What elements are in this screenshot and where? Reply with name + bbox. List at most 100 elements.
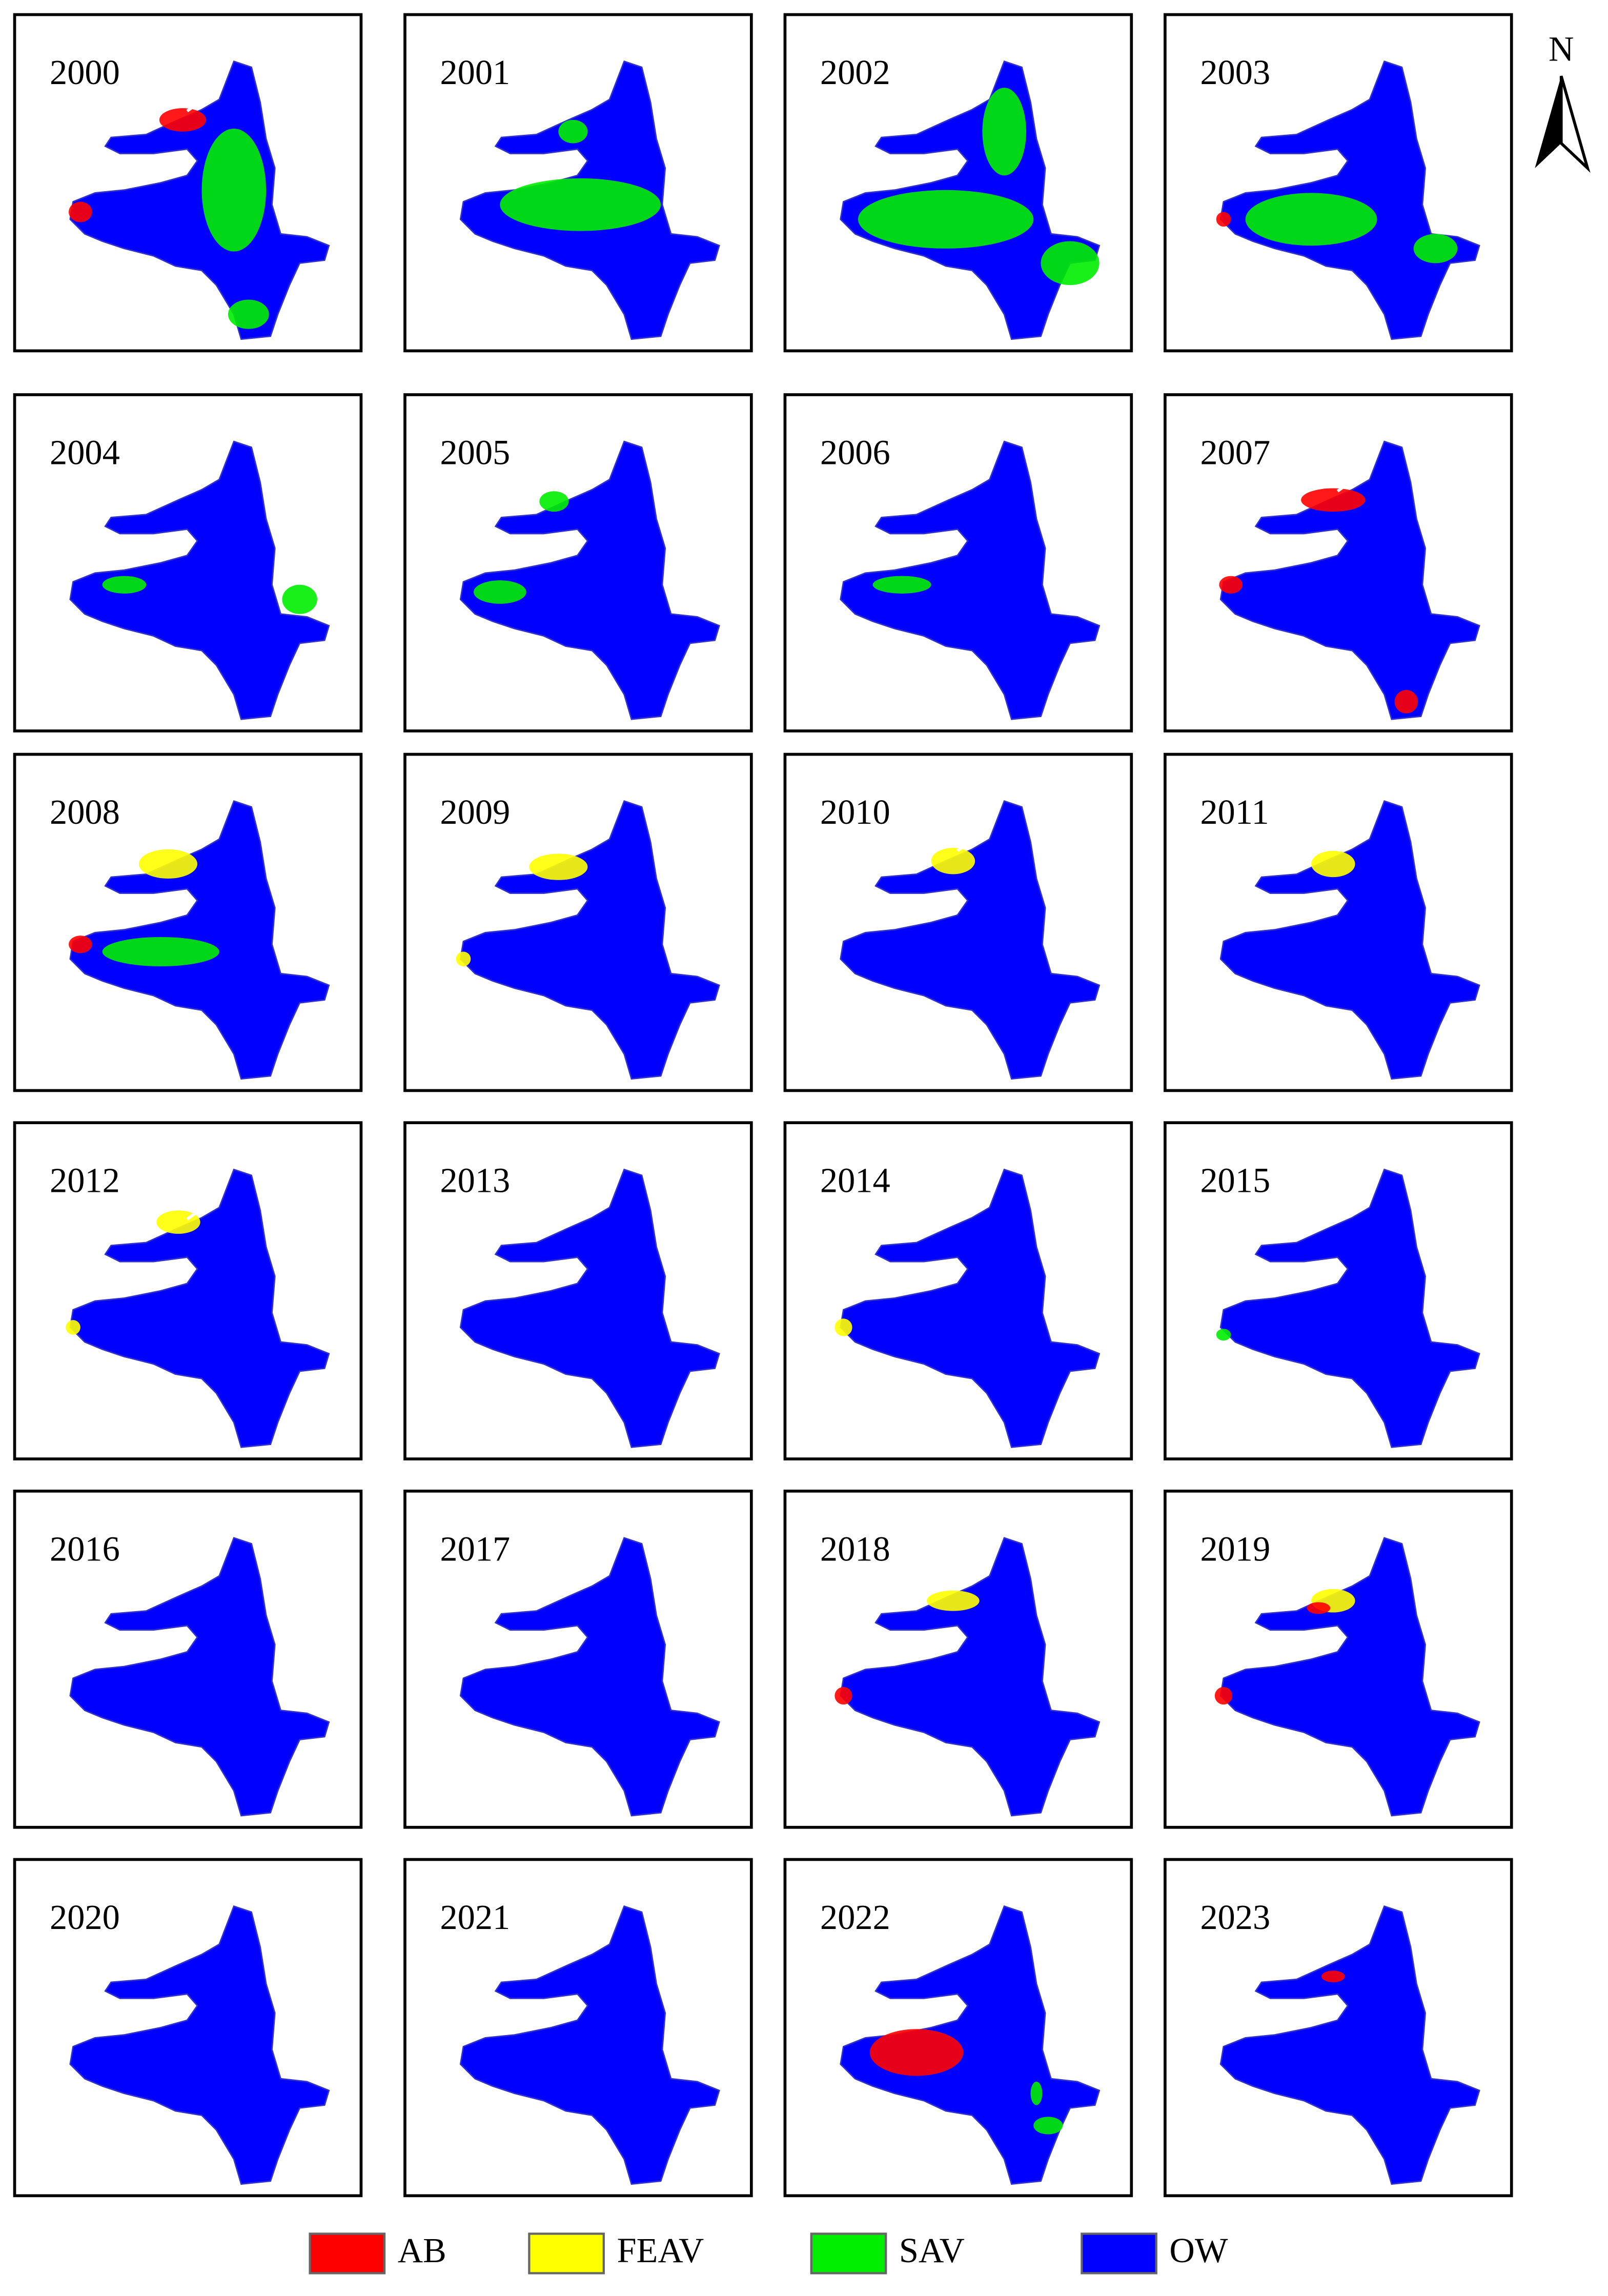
class-patch	[834, 1687, 852, 1705]
lake-shape	[1219, 800, 1480, 1080]
map-panel: 2020	[13, 1858, 363, 2198]
lake-shape	[840, 1537, 1101, 1817]
map-panel: 2001	[403, 13, 753, 353]
year-label: 2004	[50, 433, 120, 472]
arrow-left	[1535, 76, 1561, 168]
year-label: 2002	[820, 53, 890, 92]
class-patch	[982, 88, 1026, 176]
map-panel: 2015	[1164, 1121, 1513, 1460]
dam-line	[1336, 95, 1359, 113]
lake-shape	[69, 60, 330, 340]
map-panel: 2009	[403, 753, 753, 1092]
year-label: 2001	[440, 53, 510, 92]
map-panel: 2017	[403, 1489, 753, 1829]
dam-line	[186, 1940, 209, 1957]
lake-shape	[1219, 1168, 1480, 1448]
class-patch	[69, 201, 92, 222]
legend-label: AB	[398, 2231, 446, 2270]
class-patch	[927, 1590, 980, 1611]
lake-shape	[459, 1537, 720, 1817]
dam-line	[956, 835, 979, 852]
class-patch	[834, 1318, 852, 1336]
dam-line	[956, 1203, 979, 1221]
year-label: 2017	[440, 1529, 510, 1568]
lake-shape	[1219, 1905, 1480, 2185]
dam-line	[186, 95, 209, 113]
dam-line	[956, 95, 979, 113]
class-patch	[1311, 850, 1355, 878]
year-label: 2012	[50, 1161, 120, 1200]
map-panel: 2007	[1164, 393, 1513, 733]
year-label: 2015	[1200, 1161, 1270, 1200]
class-patch	[558, 119, 588, 144]
dam-line	[1336, 1940, 1359, 1957]
dam-line	[956, 1940, 979, 1957]
year-label: 2005	[440, 433, 510, 472]
class-patch	[1245, 193, 1377, 246]
panel-frame	[783, 1858, 1133, 2198]
year-label: 2014	[820, 1161, 890, 1200]
year-label: 2011	[1200, 793, 1269, 831]
north-label: N	[1549, 29, 1574, 68]
lake-shape	[1219, 440, 1480, 720]
map-panel: 2014	[783, 1121, 1133, 1460]
dam-line	[576, 95, 599, 113]
legend-item: OW	[1081, 2231, 1228, 2274]
class-patch	[69, 936, 92, 953]
dam-line	[186, 835, 209, 852]
dam-line	[576, 1203, 599, 1221]
legend-swatch	[810, 2232, 887, 2274]
map-panel: 2011	[1164, 753, 1513, 1092]
class-patch	[1413, 234, 1458, 263]
dam-line	[186, 1572, 209, 1589]
year-label: 2003	[1200, 53, 1270, 92]
class-patch	[858, 190, 1034, 249]
year-label: 2020	[50, 1898, 120, 1937]
class-patch	[869, 2029, 964, 2076]
dam-line	[576, 475, 599, 493]
legend-swatch	[1081, 2232, 1157, 2274]
legend-label: FEAV	[617, 2231, 704, 2270]
class-patch	[228, 299, 269, 329]
lake-shape	[69, 1537, 330, 1817]
map-panel: 2016	[13, 1489, 363, 1829]
class-patch	[1394, 690, 1418, 714]
class-patch	[1307, 1602, 1331, 1614]
north-arrow: N	[1535, 29, 1591, 173]
class-patch	[1214, 1687, 1233, 1705]
class-patch	[500, 178, 661, 231]
map-panel: 2003	[1164, 13, 1513, 353]
map-panel: 2013	[403, 1121, 753, 1460]
class-patch	[872, 576, 931, 594]
map-panel: 2012	[13, 1121, 363, 1460]
class-patch	[1033, 2117, 1063, 2135]
lake-shape	[840, 440, 1101, 720]
map-panel: 2019	[1164, 1489, 1513, 1829]
year-label: 2019	[1200, 1529, 1270, 1568]
dam-line	[956, 1572, 979, 1589]
class-patch	[1216, 1329, 1231, 1341]
class-patch	[1041, 241, 1100, 286]
dam-line	[576, 1572, 599, 1589]
legend-item: SAV	[810, 2231, 965, 2274]
year-label: 2022	[820, 1898, 890, 1937]
class-patch	[539, 491, 569, 512]
map-panel: 2000	[13, 13, 363, 353]
class-patch	[201, 128, 267, 252]
map-panel: 2018	[783, 1489, 1133, 1829]
class-patch	[931, 848, 975, 875]
class-patch	[102, 937, 219, 967]
lake-shape	[69, 440, 330, 720]
dam-line	[1336, 1203, 1359, 1221]
year-label: 2016	[50, 1529, 120, 1568]
year-label: 2000	[50, 53, 120, 92]
map-panel: 2010	[783, 753, 1133, 1092]
class-patch	[529, 854, 588, 880]
lake-shape	[69, 800, 330, 1080]
class-patch	[1219, 576, 1243, 594]
map-panel: 2008	[13, 753, 363, 1092]
arrow-right	[1559, 75, 1591, 173]
year-label: 2021	[440, 1898, 510, 1937]
panel-frame	[403, 753, 753, 1092]
